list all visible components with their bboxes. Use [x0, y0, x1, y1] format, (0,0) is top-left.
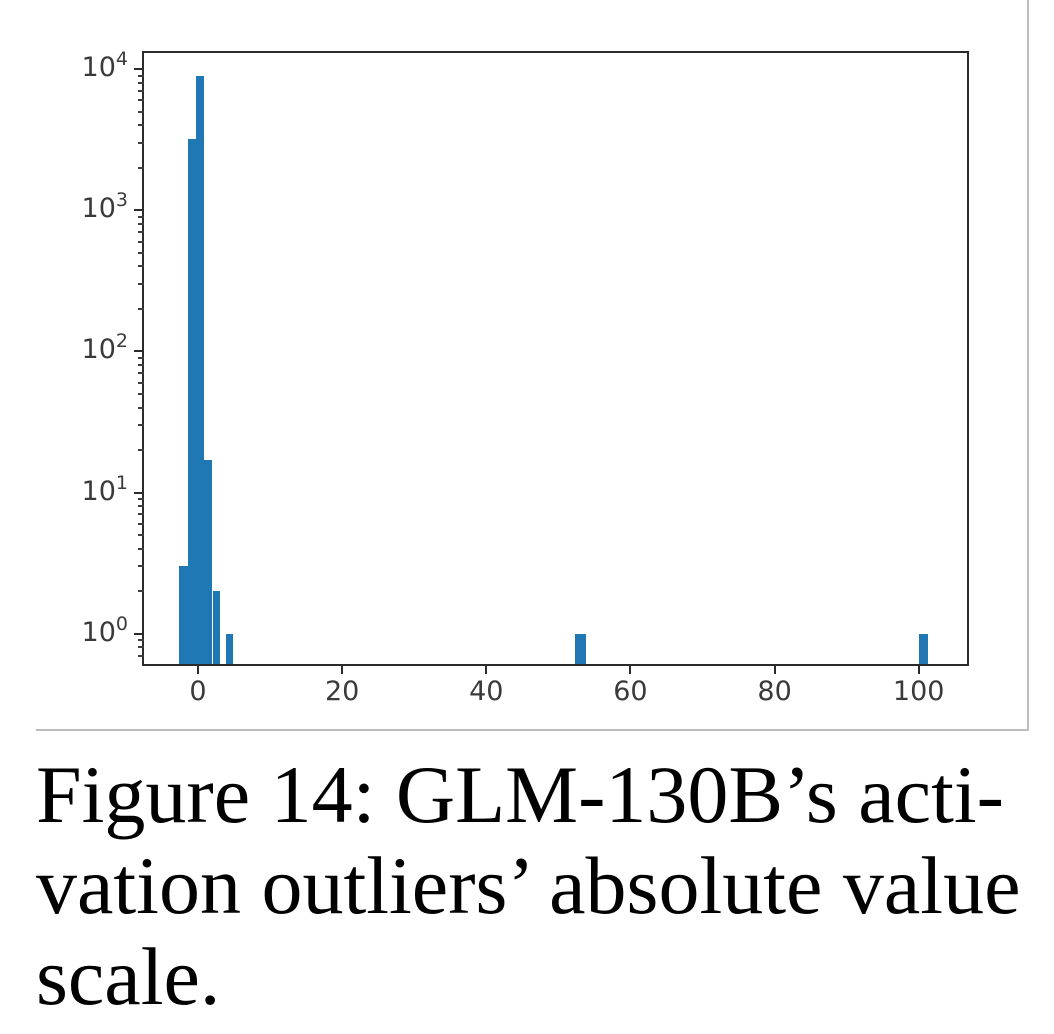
y-axis-major-tick [134, 350, 144, 353]
y-axis-minor-tick [138, 240, 144, 243]
x-axis-tick-label: 40 [469, 676, 504, 707]
x-axis-tick [773, 664, 776, 674]
y-axis-minor-tick [138, 392, 144, 395]
y-axis-minor-tick [138, 222, 144, 225]
y-axis-minor-tick [138, 449, 144, 452]
y-axis-minor-tick [138, 364, 144, 367]
histogram-bar [919, 633, 928, 664]
y-axis-tick-label: 104 [81, 48, 128, 84]
y-axis-minor-tick [138, 215, 144, 218]
figure-image-border-bottom [36, 729, 1029, 731]
x-axis-tick [629, 664, 632, 674]
y-axis-minor-tick [138, 590, 144, 593]
histogram-bar [226, 633, 234, 664]
y-axis-minor-tick [138, 565, 144, 568]
y-axis-minor-tick [138, 124, 144, 127]
x-axis-tick [485, 664, 488, 674]
y-axis-tick-label: 100 [81, 612, 128, 648]
x-axis-tick-label: 100 [892, 676, 945, 707]
y-axis-minor-tick [138, 265, 144, 268]
x-axis-tick-label: 80 [757, 676, 792, 707]
caption-line-3: scale. [36, 931, 221, 1022]
x-axis-tick-label: 0 [189, 676, 207, 707]
y-axis-minor-tick [138, 283, 144, 285]
x-axis-tick [917, 664, 920, 674]
histogram-bar [575, 633, 586, 664]
y-axis-major-tick [134, 632, 144, 635]
caption-line-2: vation outliers’ absolute value [36, 840, 1021, 931]
y-axis-minor-tick [138, 498, 144, 500]
y-axis-minor-tick [138, 547, 144, 550]
y-axis-minor-tick [138, 89, 144, 92]
y-axis-minor-tick [138, 166, 144, 169]
figure-caption: Figure 14: GLM-130B’s acti- vation outli… [36, 749, 1036, 1022]
caption-line-1: Figure 14: GLM-130B’s acti- [36, 749, 1004, 840]
y-axis-minor-tick [138, 424, 144, 427]
y-axis-minor-tick [138, 251, 144, 254]
y-axis-major-tick [134, 209, 144, 212]
y-axis-minor-tick [138, 81, 144, 84]
y-axis-tick-label: 102 [81, 330, 128, 366]
y-axis-minor-tick [138, 307, 144, 310]
y-axis-minor-tick [138, 231, 144, 234]
x-axis-tick [341, 664, 344, 674]
y-axis-minor-tick [138, 646, 144, 649]
y-axis-minor-tick [138, 406, 144, 409]
y-axis-minor-tick [138, 534, 144, 536]
histogram-bar [212, 591, 221, 664]
plot-area [142, 51, 969, 666]
y-axis-major-tick [134, 68, 144, 71]
x-axis-tick [197, 664, 199, 674]
y-axis-minor-tick [138, 381, 144, 384]
y-axis-minor-tick [138, 372, 144, 375]
y-axis-minor-tick [138, 639, 144, 642]
histogram-bar [188, 138, 196, 664]
y-axis-minor-tick [138, 356, 144, 359]
y-axis-minor-tick [138, 99, 144, 102]
y-axis-minor-tick [138, 74, 144, 77]
y-axis-minor-tick [138, 110, 144, 113]
y-axis-minor-tick [138, 141, 144, 144]
x-axis-tick-label: 20 [325, 676, 360, 707]
x-axis-tick-label: 60 [613, 676, 648, 707]
y-axis-minor-tick [138, 513, 144, 516]
y-axis-minor-tick [138, 654, 144, 657]
y-axis-minor-tick [138, 505, 144, 508]
figure-image-border-right [1027, 0, 1029, 731]
y-axis-major-tick [134, 491, 144, 494]
histogram-bar [195, 75, 204, 664]
y-axis-tick-label: 101 [81, 471, 128, 507]
y-axis-minor-tick [138, 522, 144, 525]
histogram-bar [179, 566, 188, 664]
histogram-bar [203, 460, 213, 664]
y-axis-tick-label: 103 [81, 189, 128, 225]
